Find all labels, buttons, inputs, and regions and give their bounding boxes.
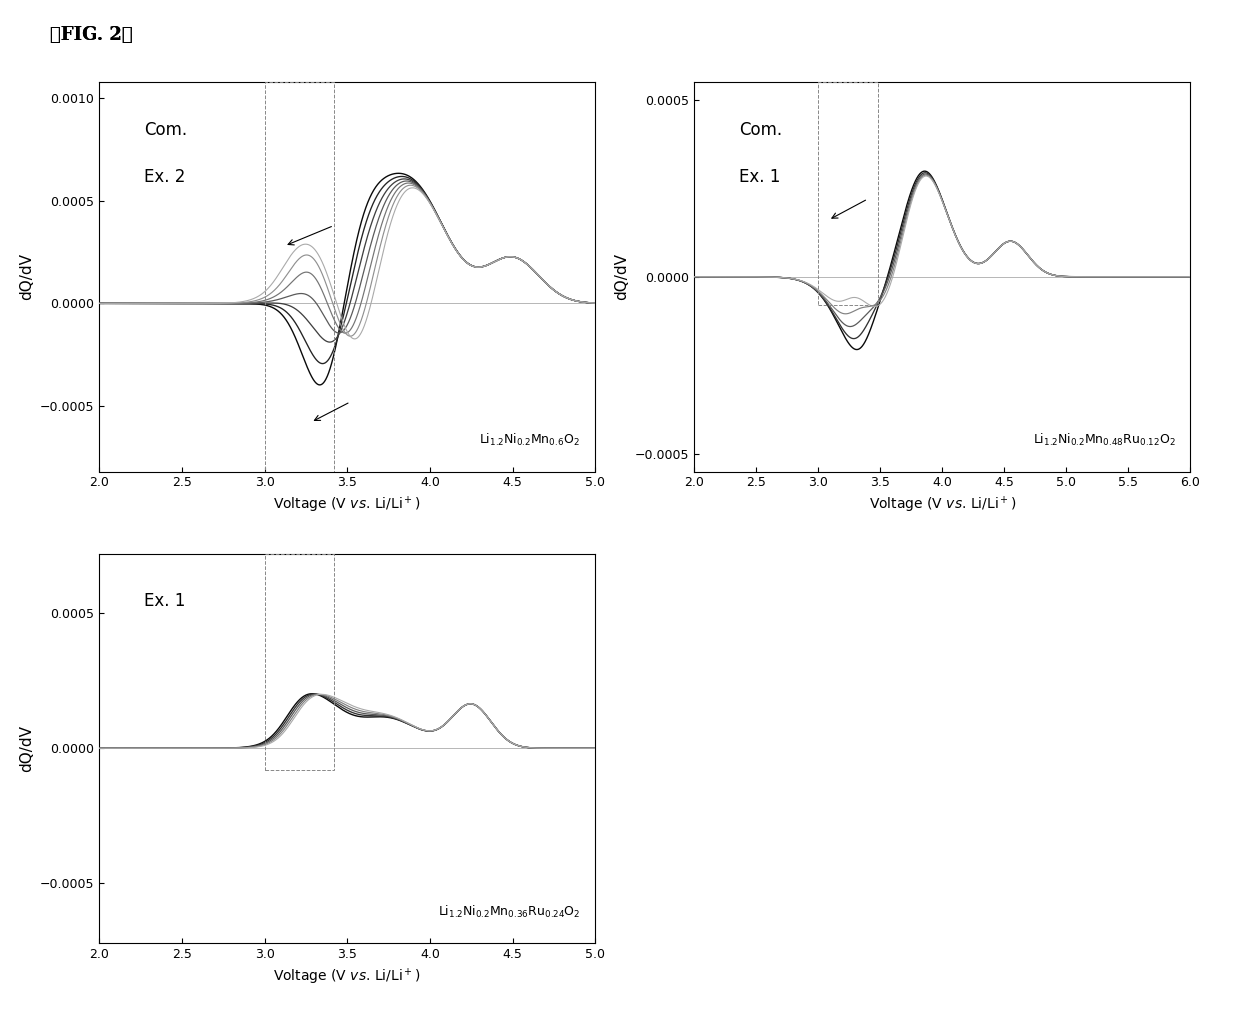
Y-axis label: dQ/dV: dQ/dV	[615, 253, 630, 300]
Y-axis label: dQ/dV: dQ/dV	[20, 725, 35, 772]
Text: Li$_{1.2}$Ni$_{0.2}$Mn$_{0.48}$Ru$_{0.12}$O$_2$: Li$_{1.2}$Ni$_{0.2}$Mn$_{0.48}$Ru$_{0.12…	[1033, 432, 1176, 448]
Text: 【FIG. 2】: 【FIG. 2】	[50, 26, 133, 44]
Text: Ex. 1: Ex. 1	[144, 592, 185, 611]
Text: Ex. 2: Ex. 2	[144, 168, 185, 186]
Bar	[818, 82, 878, 305]
X-axis label: Voltage (V $\it{vs}$. Li/Li$^+$): Voltage (V $\it{vs}$. Li/Li$^+$)	[273, 495, 422, 516]
Y-axis label: dQ/dV: dQ/dV	[20, 253, 35, 300]
Text: Ex. 1: Ex. 1	[739, 168, 780, 186]
X-axis label: Voltage (V $\it{vs}$. Li/Li$^+$): Voltage (V $\it{vs}$. Li/Li$^+$)	[273, 967, 422, 987]
Text: Li$_{1.2}$Ni$_{0.2}$Mn$_{0.6}$O$_2$: Li$_{1.2}$Ni$_{0.2}$Mn$_{0.6}$O$_2$	[480, 432, 580, 448]
Text: ギFIG. 2ク: ギFIG. 2ク	[50, 26, 133, 44]
Bar	[264, 554, 334, 770]
X-axis label: Voltage (V $\it{vs}$. Li/Li$^+$): Voltage (V $\it{vs}$. Li/Li$^+$)	[868, 495, 1017, 516]
Text: Com.: Com.	[739, 121, 782, 139]
Text: Com.: Com.	[144, 121, 187, 139]
Bar	[264, 82, 334, 472]
Text: Li$_{1.2}$Ni$_{0.2}$Mn$_{0.36}$Ru$_{0.24}$O$_2$: Li$_{1.2}$Ni$_{0.2}$Mn$_{0.36}$Ru$_{0.24…	[438, 903, 580, 919]
